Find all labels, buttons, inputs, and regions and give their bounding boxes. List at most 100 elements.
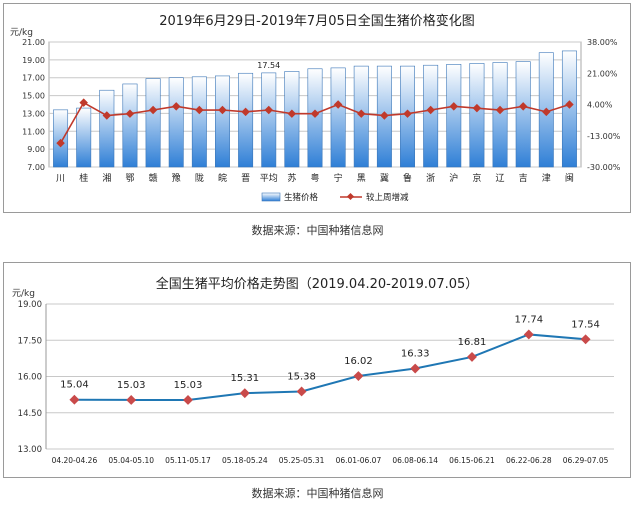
change-marker	[333, 100, 343, 109]
x-tick-label: 湘	[102, 172, 111, 184]
x-tick-label: 鲁	[403, 172, 412, 184]
x-tick-label: 06.22-06.28	[506, 456, 552, 465]
change-marker	[357, 109, 366, 118]
data-label: 15.31	[230, 373, 259, 384]
y-tick-label: 7.00	[27, 163, 45, 172]
bar	[145, 78, 161, 168]
trend-marker	[183, 394, 193, 405]
bar	[99, 89, 115, 168]
x-tick-label: 06.29-07.05	[563, 456, 609, 465]
data-label: 16.81	[458, 337, 487, 348]
average-price-trend-panel: 全国生猪平均价格走势图（2019.04.20-2019.07.05） 元/kg 13…	[3, 262, 631, 478]
trend-marker	[353, 371, 364, 381]
y2-tick-label: 21.00%	[587, 69, 618, 78]
x-tick-label: 京	[472, 172, 481, 184]
x-tick-label: 05.25-05.31	[279, 456, 325, 465]
y-tick-label: 9.00	[27, 145, 45, 154]
y-tick-label: 15.00	[22, 92, 45, 101]
x-tick-label: 皖	[218, 172, 227, 184]
data-source-label: 数据来源：中国种猪信息网	[251, 487, 384, 500]
x-tick-label: 06.08-06.14	[392, 456, 438, 465]
x-tick-label: 05.11-05.17	[165, 456, 211, 465]
change-marker	[495, 105, 505, 115]
bar	[76, 107, 92, 168]
x-tick-label: 晋	[241, 173, 250, 184]
bar	[168, 77, 184, 168]
change-marker	[195, 105, 204, 115]
data-label: 17.54	[571, 319, 600, 330]
price-change-chart-panel: 2019年6月29日-2019年7月05日全国生猪价格变化图 元/kg 7.00 9.…	[3, 3, 631, 213]
y2-tick-label: 4.00%	[587, 101, 613, 110]
change-marker	[426, 105, 435, 115]
bar	[122, 83, 138, 168]
x-tick-label: 辽	[496, 173, 505, 184]
trend-marker	[523, 329, 534, 340]
y-tick-label: 21.00	[22, 38, 45, 47]
data-label: 16.02	[344, 356, 373, 367]
change-marker	[310, 109, 320, 118]
y-tick-label: 19.00	[18, 300, 42, 310]
chart-title: 全国生猪平均价格走势图（2019.04.20-2019.07.05）	[156, 276, 479, 292]
x-tick-label: 赣	[149, 172, 158, 184]
change-marker	[56, 138, 65, 148]
x-tick-label: 闽	[565, 172, 574, 184]
data-source-label: 数据来源：中国种猪信息网	[251, 224, 384, 237]
y-tick-label: 11.00	[22, 127, 45, 136]
trend-marker	[126, 394, 137, 405]
bar	[469, 63, 485, 168]
bar	[191, 76, 207, 168]
data-label: 17.74	[514, 314, 543, 325]
x-tick-label: 桂	[79, 172, 88, 184]
change-marker	[287, 109, 297, 118]
change-marker	[148, 105, 158, 115]
x-tick-label: 鄂	[125, 173, 134, 184]
y2-tick-label: 38.00%	[587, 38, 618, 47]
x-tick-label: 05.18-05.24	[222, 456, 268, 465]
bar	[238, 72, 254, 168]
x-tick-label: 宁	[334, 172, 343, 184]
bar	[53, 109, 69, 168]
data-label: 15.04	[60, 380, 89, 391]
change-marker	[472, 103, 482, 113]
change-marker	[125, 109, 135, 118]
trend-marker	[467, 351, 477, 362]
x-tick-label: 06.01-06.07	[336, 456, 382, 465]
bar	[215, 75, 230, 168]
legend-swatch-marker	[346, 192, 355, 201]
change-marker	[380, 111, 389, 120]
average-price-trend-chart: 全国生猪平均价格走势图（2019.04.20-2019.07.05） 元/kg 13…	[12, 276, 614, 465]
bar	[492, 62, 508, 168]
y-unit-label: 元/kg	[10, 28, 33, 38]
bar	[446, 64, 462, 168]
bar	[515, 61, 531, 168]
y-tick-label: 13.00	[22, 109, 45, 118]
data-label: 16.33	[401, 349, 430, 360]
bar	[330, 67, 346, 168]
bar	[261, 72, 277, 168]
x-tick-label: 黑	[357, 173, 366, 184]
trend-marker	[410, 363, 421, 374]
trend-line	[74, 333, 586, 401]
trend-marker	[239, 388, 250, 399]
change-marker	[79, 98, 88, 107]
y-tick-label: 14.50	[18, 409, 42, 419]
x-tick-label: 冀	[380, 172, 389, 184]
x-tick-label: 川	[56, 174, 65, 184]
x-tick-label: 04.20-04.26	[52, 456, 98, 465]
trend-marker	[69, 394, 80, 405]
data-label: 15.03	[174, 380, 203, 391]
legend-label: 生猪价格	[284, 192, 319, 203]
x-tick-label: 吉	[519, 173, 528, 184]
bar	[561, 50, 577, 168]
x-tick-label: 浙	[426, 172, 435, 184]
x-tick-label: 苏	[287, 172, 296, 184]
change-marker	[449, 102, 459, 111]
y2-tick-label: -13.00%	[587, 132, 621, 141]
x-tick-label: 豫	[172, 172, 181, 184]
change-marker	[218, 105, 227, 115]
data-label: 15.38	[287, 371, 316, 382]
x-tick-label: 陇	[195, 172, 204, 184]
y-tick-label: 16.00	[18, 373, 42, 383]
x-tick-label: 平均	[260, 172, 278, 184]
